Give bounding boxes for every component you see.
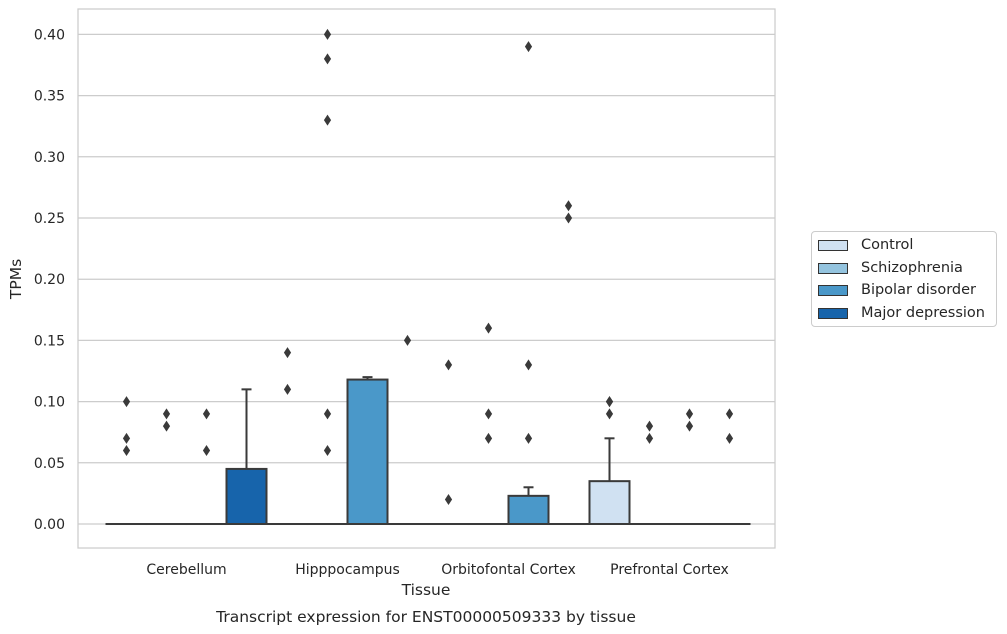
box-control bbox=[427, 359, 470, 526]
outlier-point bbox=[444, 359, 453, 371]
legend-item-major-depression: Major depression bbox=[818, 303, 985, 323]
x-tick-label: Prefrontal Cortex bbox=[610, 562, 729, 578]
outlier-point bbox=[564, 212, 573, 224]
outlier-point bbox=[283, 383, 292, 395]
outlier-point bbox=[605, 408, 614, 420]
box-major-depression bbox=[708, 408, 751, 526]
outlier-point bbox=[202, 408, 211, 420]
legend-label: Major depression bbox=[861, 305, 985, 321]
legend-swatch-schizophrenia bbox=[818, 262, 848, 274]
y-axis-label: TPMs bbox=[7, 259, 25, 300]
box-schizophrenia bbox=[628, 420, 671, 526]
box-control bbox=[266, 347, 309, 526]
outlier-point bbox=[162, 420, 171, 432]
plot-area bbox=[78, 9, 775, 548]
outlier-point bbox=[685, 408, 694, 420]
x-tick-label: Cerebellum bbox=[146, 562, 226, 578]
y-axis-ticks: 0.00 0.05 0.10 0.15 0.20 0.25 0.30 0.35 0.40 bbox=[34, 27, 65, 533]
legend-label: Bipolar disorder bbox=[861, 282, 976, 298]
box-control bbox=[588, 396, 631, 526]
legend-swatch-major-depression bbox=[818, 307, 848, 319]
outlier-point bbox=[403, 334, 412, 346]
box-major-depression bbox=[225, 388, 268, 526]
outlier-point bbox=[122, 396, 131, 408]
y-tick-label: 0.15 bbox=[34, 333, 65, 349]
legend-item-bipolar-disorder: Bipolar disorder bbox=[818, 280, 976, 300]
outlier-point bbox=[283, 347, 292, 359]
box-bipolar-disorder bbox=[507, 41, 550, 525]
box-series bbox=[105, 28, 751, 526]
legend-swatch-bipolar-disorder bbox=[818, 284, 848, 296]
outlier-point bbox=[725, 432, 734, 444]
y-tick-label: 0.35 bbox=[34, 89, 65, 105]
box-schizophrenia bbox=[145, 408, 188, 526]
outlier-point bbox=[202, 445, 211, 457]
x-axis-label: Tissue bbox=[401, 581, 451, 599]
outlier-point bbox=[524, 41, 533, 53]
outlier-point bbox=[685, 420, 694, 432]
box-control bbox=[105, 396, 148, 526]
outlier-point bbox=[323, 53, 332, 65]
outlier-point bbox=[484, 408, 493, 420]
y-tick-label: 0.25 bbox=[34, 211, 65, 227]
x-axis-ticks: Cerebellum Hipppocampus Orbitofontal Corte… bbox=[146, 562, 728, 578]
outlier-point bbox=[524, 432, 533, 444]
outlier-point bbox=[605, 396, 614, 408]
box bbox=[346, 378, 389, 525]
outlier-point bbox=[323, 408, 332, 420]
legend-label: Control bbox=[861, 237, 914, 253]
y-tick-label: 0.00 bbox=[34, 517, 65, 533]
outlier-point bbox=[122, 445, 131, 457]
box-bipolar-disorder bbox=[346, 376, 389, 525]
outlier-point bbox=[645, 420, 654, 432]
x-tick-label: Hipppocampus bbox=[295, 562, 400, 578]
outlier-point bbox=[323, 445, 332, 457]
outlier-point bbox=[645, 432, 654, 444]
legend-swatch-control bbox=[818, 239, 848, 251]
legend-label: Schizophrenia bbox=[861, 260, 963, 276]
box bbox=[225, 467, 268, 526]
outlier-point bbox=[564, 200, 573, 212]
outlier-point bbox=[484, 322, 493, 334]
outlier-point bbox=[323, 28, 332, 40]
box bbox=[588, 480, 631, 526]
x-tick-label: Orbitofontal Cortex bbox=[441, 562, 576, 578]
outlier-point bbox=[524, 359, 533, 371]
y-tick-label: 0.05 bbox=[34, 456, 65, 472]
outlier-point bbox=[162, 408, 171, 420]
outlier-point bbox=[484, 432, 493, 444]
plot-frame bbox=[77, 8, 776, 549]
legend-item-control: Control bbox=[818, 235, 913, 255]
chart-caption: Transcript expression for ENST0000050933… bbox=[215, 608, 636, 626]
y-tick-label: 0.10 bbox=[34, 395, 65, 411]
legend-item-schizophrenia: Schizophrenia bbox=[818, 258, 963, 278]
y-tick-label: 0.40 bbox=[34, 27, 65, 43]
y-tick-label: 0.30 bbox=[34, 150, 65, 166]
legend: Control Schizophrenia Bipolar disorder M… bbox=[811, 231, 997, 327]
outlier-point bbox=[122, 432, 131, 444]
outlier-point bbox=[725, 408, 734, 420]
box bbox=[507, 494, 550, 525]
outlier-point bbox=[323, 114, 332, 126]
y-tick-label: 0.20 bbox=[34, 272, 65, 288]
outlier-point bbox=[444, 494, 453, 506]
